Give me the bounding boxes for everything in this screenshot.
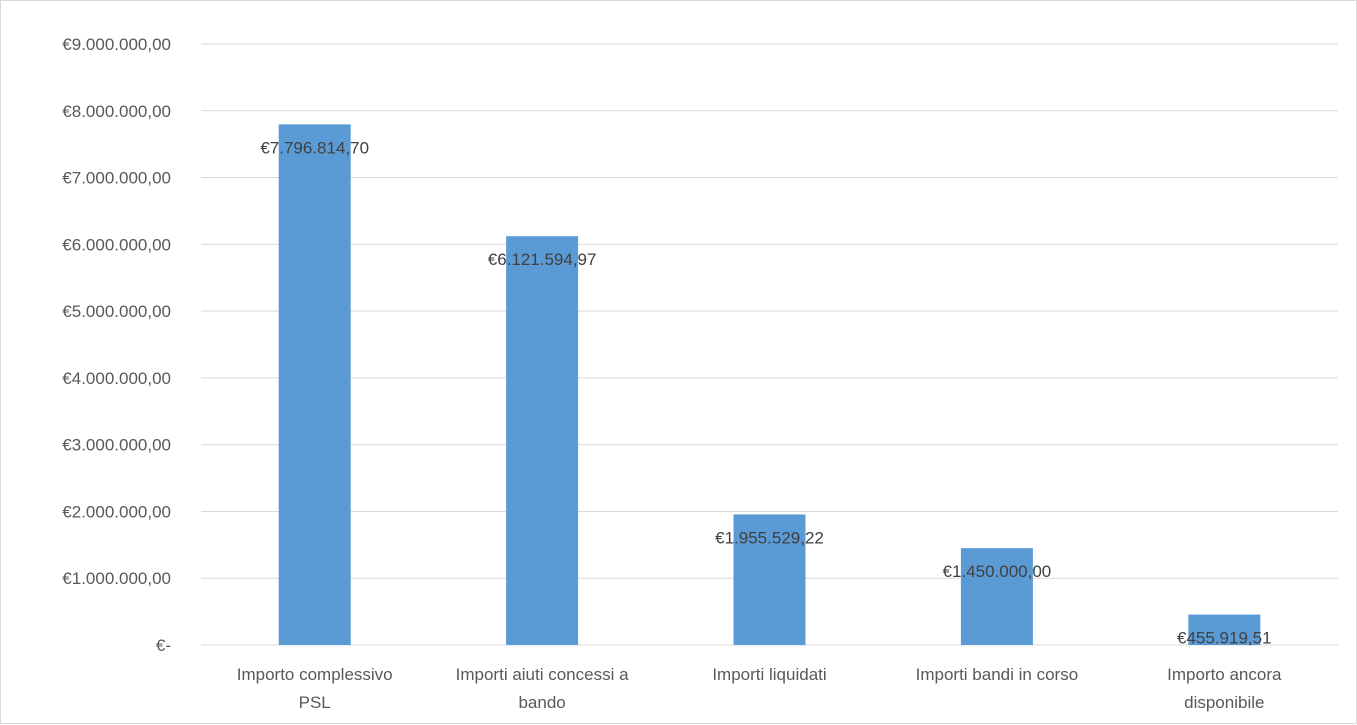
bar-3 — [960, 548, 1033, 645]
data-labels: €7.796.814,70 €6.121.594,97 €1.955.529,22 €… — [260, 138, 1271, 647]
category-label-4: Importo ancora disponibile — [1167, 665, 1282, 712]
y-tick-label-6: €6.000.000,00 — [62, 235, 171, 254]
category-labels: Importo complessivo PSL Importi aiuti conc… — [237, 665, 1282, 712]
y-tick-label-5: €5.000.000,00 — [62, 302, 171, 321]
category-label-3: Importi bandi in corso — [916, 665, 1079, 684]
y-axis-tick-labels: €- €1.000.000,00 €2.000.000,00 €3.000.000,0… — [62, 35, 171, 655]
category-label-0: Importo complessivo PSL — [237, 665, 393, 712]
bar-0 — [278, 124, 351, 645]
data-label-4: €455.919,51 — [1177, 629, 1272, 648]
y-tick-label-9: €9.000.000,00 — [62, 35, 171, 54]
y-tick-label-4: €4.000.000,00 — [62, 369, 171, 388]
y-tick-label-3: €3.000.000,00 — [62, 436, 171, 455]
y-tick-label-8: €8.000.000,00 — [62, 102, 171, 121]
category-label-2: Importi liquidati — [712, 665, 826, 684]
data-label-2: €1.955.529,22 — [715, 528, 824, 547]
data-label-0: €7.796.814,70 — [260, 138, 369, 157]
bar-2 — [733, 514, 806, 645]
data-label-1: €6.121.594,97 — [488, 250, 597, 269]
data-label-3: €1.450.000,00 — [943, 562, 1052, 581]
bar-1 — [506, 236, 579, 645]
bars — [278, 124, 1261, 645]
y-tick-label-0: €- — [156, 636, 171, 655]
grid-lines — [201, 43, 1338, 646]
bar-4 — [1188, 614, 1261, 645]
category-label-1: Importi aiuti concessi a bando — [456, 665, 629, 712]
y-tick-label-1: €1.000.000,00 — [62, 569, 171, 588]
y-tick-label-2: €2.000.000,00 — [62, 502, 171, 521]
y-tick-label-7: €7.000.000,00 — [62, 169, 171, 188]
